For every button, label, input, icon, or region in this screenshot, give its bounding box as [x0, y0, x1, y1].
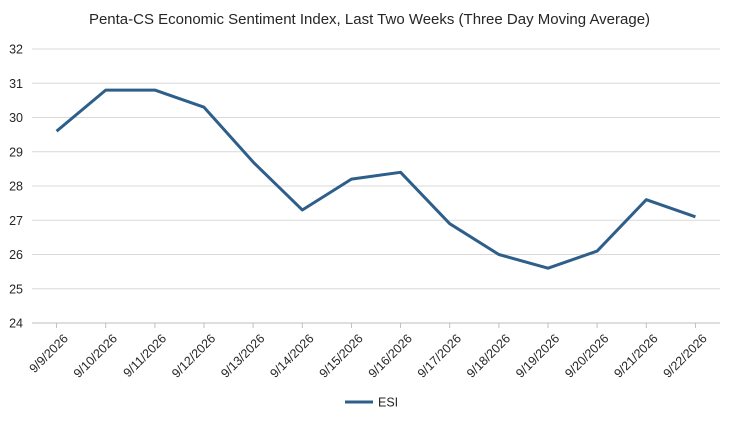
x-tick-label: 9/18/2026 — [464, 331, 513, 380]
x-tick-label: 9/12/2026 — [169, 331, 218, 380]
x-tick-label: 9/10/2026 — [71, 331, 120, 380]
chart-title: Penta-CS Economic Sentiment Index, Last … — [89, 11, 650, 28]
y-tick-label: 30 — [9, 111, 23, 125]
x-tick-label: 9/15/2026 — [317, 331, 366, 380]
x-tick-label: 9/20/2026 — [562, 331, 611, 380]
series-line-esi — [55, 88, 696, 270]
y-tick-label: 32 — [9, 43, 23, 57]
y-tick-label: 26 — [9, 248, 23, 262]
y-tick-label: 28 — [9, 180, 23, 194]
x-tick-label: 9/17/2026 — [415, 331, 464, 380]
x-tick-label: 9/11/2026 — [121, 331, 170, 380]
x-tick-label: 9/13/2026 — [218, 331, 267, 380]
y-tick-label: 25 — [9, 282, 23, 296]
x-tick-label: 9/21/2026 — [611, 331, 660, 380]
x-tick-label: 9/9/2026 — [27, 331, 71, 375]
gridlines — [32, 48, 720, 324]
x-axis-ticks: 9/9/2026 9/10/2026 9/11/2026 9/12/2026 9/13/… — [27, 323, 710, 381]
y-tick-label: 31 — [9, 77, 23, 91]
x-tick-label: 9/19/2026 — [513, 331, 562, 380]
legend: ESI — [345, 396, 398, 410]
legend-label-esi: ESI — [378, 396, 398, 410]
y-tick-label: 24 — [9, 317, 23, 331]
series-lines — [55, 88, 696, 270]
y-tick-label: 27 — [9, 214, 23, 228]
x-tick-label: 9/16/2026 — [366, 331, 415, 380]
y-tick-label: 29 — [9, 145, 23, 159]
y-axis-ticks: 24 25 26 27 28 29 30 31 32 — [9, 43, 23, 331]
x-tick-label: 9/14/2026 — [267, 331, 316, 380]
x-tick-label: 9/22/2026 — [661, 331, 710, 380]
